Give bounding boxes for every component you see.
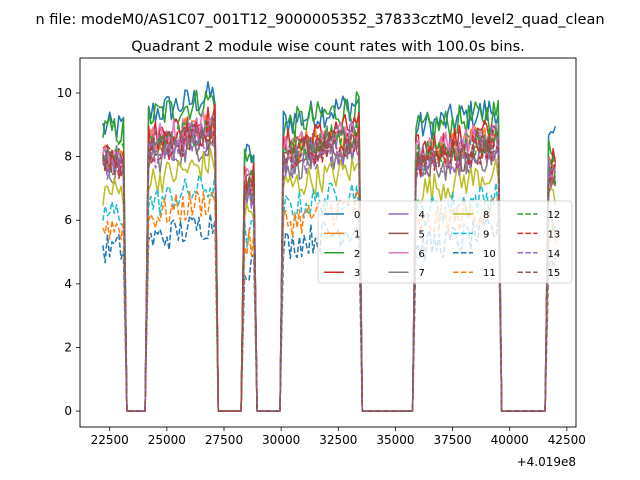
x-axis: 22500 25000 27500 30000 32500 35000 37500 40000…	[91, 427, 586, 447]
legend-label-14: 14	[548, 249, 561, 260]
x-offset-label: +4.019e8	[517, 455, 576, 469]
series-line-10	[102, 213, 557, 412]
plot-frame	[79, 57, 577, 428]
x-tick-label: 32500	[319, 433, 357, 447]
legend-label-4: 4	[419, 210, 425, 221]
legend-label-12: 12	[548, 210, 561, 221]
x-tick-label: 37500	[433, 433, 471, 447]
legend-label-13: 13	[548, 229, 561, 240]
x-tick-label: 42500	[548, 433, 586, 447]
series-line-13	[102, 114, 557, 412]
series-line-14	[102, 127, 557, 412]
y-tick-label: 6	[64, 213, 72, 227]
series-line-0	[102, 80, 557, 412]
legend-label-3: 3	[354, 268, 360, 279]
x-tick-label: 25000	[148, 433, 186, 447]
x-tick-label: 35000	[376, 433, 414, 447]
series-line-12	[102, 116, 557, 412]
legend-box	[317, 200, 573, 284]
legend-label-0: 0	[354, 210, 360, 221]
y-tick-label: 4	[64, 277, 72, 291]
y-axis: 0 2 4 6 8 10	[57, 86, 80, 418]
legend-label-11: 11	[483, 268, 496, 279]
x-tick-label: 22500	[91, 433, 129, 447]
legend-label-10: 10	[483, 249, 496, 260]
x-tick-label: 27500	[205, 433, 243, 447]
y-tick-label: 8	[64, 150, 72, 164]
x-tick-label: 40000	[491, 433, 529, 447]
chart-title: Quadrant 2 module wise count rates with …	[131, 39, 525, 55]
series-line-15	[102, 117, 557, 412]
chart-suptitle: n file: modeM0/AS1C07_001T12_9000005352_…	[35, 12, 604, 28]
legend-label-2: 2	[354, 249, 360, 260]
y-tick-label: 2	[64, 340, 72, 354]
series-layer	[102, 80, 557, 412]
x-tick-label: 30000	[262, 433, 300, 447]
legend-label-8: 8	[483, 210, 489, 221]
legend-label-15: 15	[548, 268, 561, 279]
legend-label-1: 1	[354, 229, 360, 240]
legend-label-6: 6	[419, 249, 425, 260]
y-tick-label: 0	[64, 404, 72, 418]
legend-label-7: 7	[419, 268, 425, 279]
legend-label-5: 5	[419, 229, 425, 240]
y-tick-label: 10	[57, 86, 72, 100]
series-line-2	[102, 89, 556, 412]
legend-label-9: 9	[483, 229, 489, 240]
